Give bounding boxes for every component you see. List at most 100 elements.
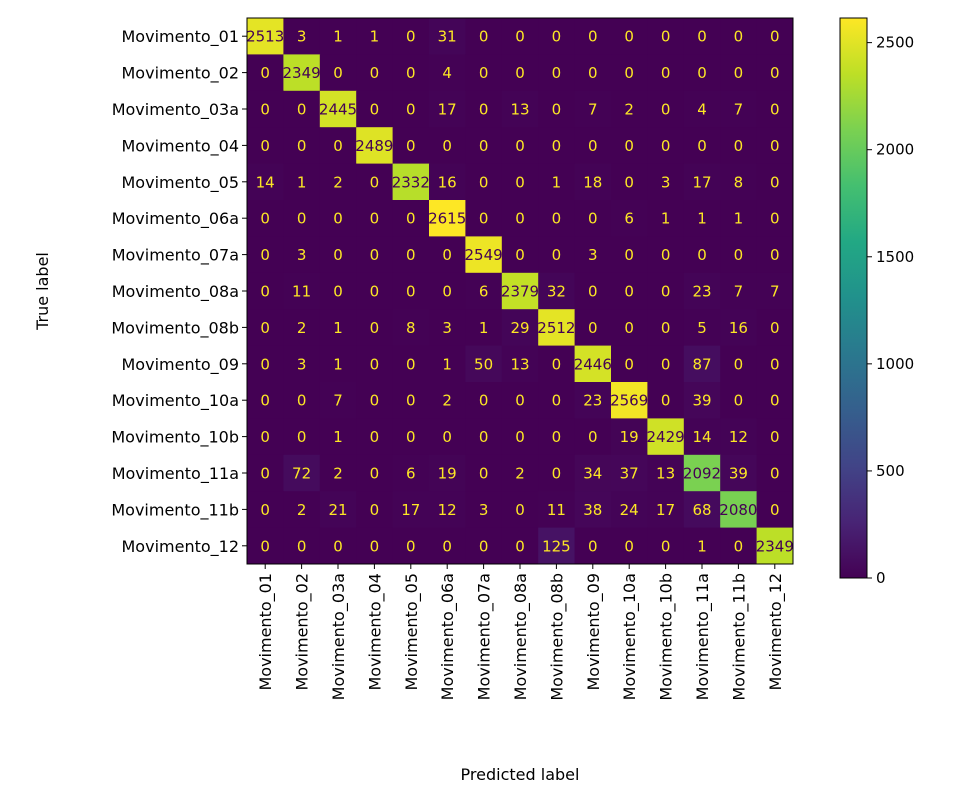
heatmap-cell <box>465 382 503 419</box>
heatmap-cell <box>429 54 466 92</box>
heatmap-cell <box>501 418 539 456</box>
cell-value-label: 2 <box>297 319 307 337</box>
cell-value-label: 3 <box>479 501 489 519</box>
heatmap-cell <box>501 18 539 55</box>
heatmap-cell <box>683 345 721 383</box>
heatmap-cell <box>683 163 721 201</box>
heatmap-cell <box>356 127 394 165</box>
x-axis-title: Predicted label <box>461 765 580 784</box>
heatmap-cell <box>683 18 721 55</box>
cell-value-label: 50 <box>474 355 493 373</box>
cell-value-label: 0 <box>260 355 270 373</box>
heatmap-cell <box>574 54 612 92</box>
cell-value-label: 16 <box>729 319 748 337</box>
heatmap-cell <box>538 527 576 565</box>
cell-value-label: 0 <box>697 64 707 82</box>
heatmap-cell <box>720 236 758 274</box>
cell-value-label: 8 <box>406 319 416 337</box>
heatmap-cell <box>356 54 394 92</box>
heatmap-cell <box>392 345 430 383</box>
heatmap-cell <box>319 345 357 383</box>
cell-value-label: 18 <box>583 173 602 191</box>
cell-value-label: 0 <box>624 537 634 555</box>
cell-value-label: 2 <box>333 465 343 483</box>
heatmap-cell <box>756 382 794 419</box>
heatmap-cell <box>356 382 394 419</box>
heatmap-cell <box>283 418 321 456</box>
heatmap-cell <box>756 454 794 492</box>
heatmap-cell <box>647 18 685 55</box>
heatmap-cell <box>356 163 394 201</box>
cell-value-label: 0 <box>442 137 452 155</box>
heatmap-cell <box>501 272 539 310</box>
cell-value-label: 0 <box>552 28 562 46</box>
heatmap-cell <box>611 418 648 456</box>
cell-value-label: 0 <box>333 137 343 155</box>
heatmap-cell <box>647 345 685 383</box>
heatmap-cell <box>611 382 648 419</box>
cell-value-label: 0 <box>661 319 671 337</box>
heatmap-cell <box>319 54 357 92</box>
cell-value-label: 1 <box>333 428 343 446</box>
cell-value-label: 0 <box>479 173 489 191</box>
heatmap-cell <box>538 90 576 128</box>
heatmap-cell <box>538 200 576 237</box>
heatmap-cell <box>647 272 685 310</box>
heatmap-cell <box>429 491 466 529</box>
cell-value-label: 0 <box>260 283 270 301</box>
cell-value-label: 0 <box>624 283 634 301</box>
x-tick-label: Movimento_09 <box>584 573 604 691</box>
colorbar-tick-label: 2500 <box>876 34 914 52</box>
cell-value-label: 0 <box>661 537 671 555</box>
heatmap-cell <box>756 345 794 383</box>
heatmap-cell <box>247 127 284 165</box>
heatmap-cell <box>538 272 576 310</box>
cell-value-label: 2446 <box>574 355 612 373</box>
cell-value-label: 6 <box>406 465 416 483</box>
y-axis-ticks: Movimento_01 Movimento_02 Movimento_03a Mov… <box>111 27 247 557</box>
heatmap-cell <box>247 90 284 128</box>
heatmap-cell <box>465 127 503 165</box>
cell-value-label: 125 <box>542 537 571 555</box>
heatmap-cell <box>247 272 284 310</box>
heatmap-cell <box>611 236 648 274</box>
cell-value-label: 0 <box>333 246 343 264</box>
cell-value-label: 2 <box>333 173 343 191</box>
cell-value-label: 0 <box>588 64 598 82</box>
heatmap-cell <box>247 454 284 492</box>
heatmap-cell <box>683 527 721 565</box>
cell-value-label: 0 <box>624 137 634 155</box>
cell-value-label: 13 <box>656 465 675 483</box>
y-tick-label: Movimento_04 <box>122 136 240 156</box>
x-tick-label: Movimento_01 <box>256 573 276 691</box>
heatmap-cell <box>683 90 721 128</box>
heatmap-cell <box>465 309 503 347</box>
cell-value-label: 0 <box>770 101 780 119</box>
cell-value-label: 2569 <box>610 392 648 410</box>
cell-value-label: 23 <box>692 283 711 301</box>
cell-value-label: 0 <box>406 101 416 119</box>
y-tick-label: Movimento_07a <box>112 246 239 266</box>
cell-value-label: 0 <box>770 246 780 264</box>
heatmap-cell <box>683 454 721 492</box>
cell-value-label: 0 <box>624 246 634 264</box>
cell-value-label: 2349 <box>283 64 321 82</box>
heatmap-cell <box>356 200 394 237</box>
heatmap-cell <box>465 345 503 383</box>
cell-value-label: 17 <box>692 173 711 191</box>
heatmap-cell <box>501 236 539 274</box>
heatmap-cell <box>756 18 794 55</box>
cell-value-label: 0 <box>588 537 598 555</box>
heatmap-cell <box>501 345 539 383</box>
x-axis-ticks: Movimento_01 Movimento_02 Movimento_03a Mov… <box>256 564 786 701</box>
cell-value-label: 0 <box>406 210 416 228</box>
x-tick-label: Movimento_04 <box>365 573 385 691</box>
heatmap-cell <box>647 236 685 274</box>
cell-value-label: 0 <box>552 355 562 373</box>
heatmap-cell <box>283 454 321 492</box>
cell-value-label: 0 <box>552 210 562 228</box>
cell-value-label: 11 <box>547 501 566 519</box>
cell-value-label: 0 <box>479 428 489 446</box>
heatmap-cell <box>465 163 503 201</box>
